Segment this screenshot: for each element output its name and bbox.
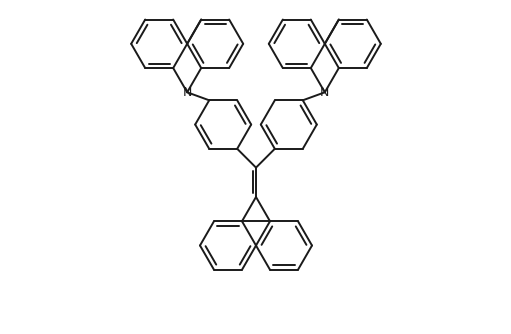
Text: N: N — [320, 86, 330, 99]
Text: N: N — [182, 86, 192, 99]
